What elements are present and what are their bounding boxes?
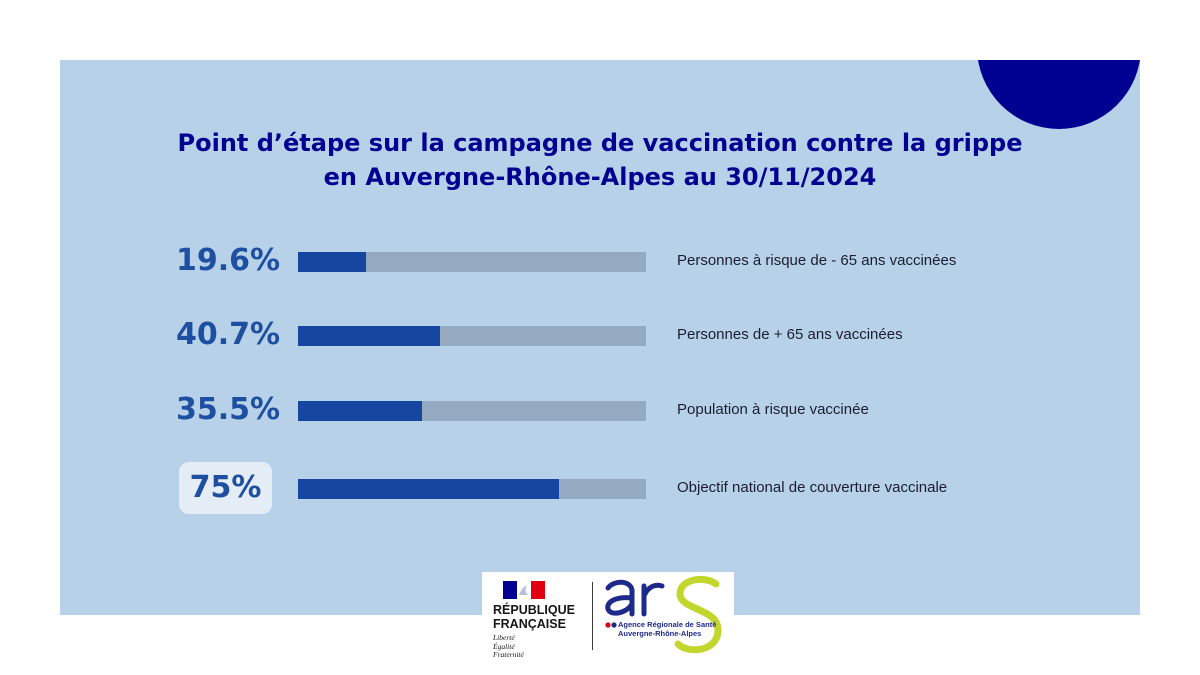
category-label: Personnes de + 65 ans vaccinées [677, 326, 903, 343]
logo-separator [592, 582, 593, 650]
category-label: Personnes à risque de - 65 ans vaccinées [677, 252, 957, 269]
infographic-panel: Point d’étape sur la campagne de vaccina… [60, 60, 1140, 615]
bar-track [298, 252, 646, 272]
ars-subtitle: Agence Régionale de Santé Auvergne-Rhône… [618, 620, 717, 638]
bar-row: 35.5% Population à risque vaccinée [60, 380, 1140, 440]
bar [298, 479, 559, 499]
bar-row: 19.6% Personnes à risque de - 65 ans vacc… [60, 231, 1140, 291]
data-label: 75% [179, 462, 272, 514]
rf-motto: Liberté Égalité Fraternité [493, 633, 524, 659]
title-line-1: Point d’étape sur la campagne de vaccina… [177, 129, 1023, 157]
rf-name: RÉPUBLIQUE FRANÇAISE [493, 603, 575, 631]
category-label: Objectif national de couverture vaccinal… [677, 479, 948, 496]
logos-footer: RÉPUBLIQUE FRANÇAISE Liberté Égalité Fra… [482, 572, 734, 660]
bar [298, 252, 367, 272]
data-label: 40.7% [176, 317, 281, 352]
data-label: 19.6% [176, 243, 281, 278]
bar-track [298, 401, 646, 421]
marianne-flag-icon [503, 581, 545, 599]
bar-row: 40.7% Personnes de + 65 ans vaccinées [60, 305, 1140, 365]
bar-track [298, 326, 646, 346]
category-label: Population à risque vaccinée [677, 401, 869, 418]
bar-row: 75% Objectif national de couverture vacci… [60, 458, 1140, 518]
title-line-2: en Auvergne-Rhône-Alpes au 30/11/2024 [323, 163, 877, 191]
bar [298, 401, 422, 421]
ars-logo [605, 575, 722, 654]
bar-track [298, 479, 646, 499]
data-label: 35.5% [176, 392, 281, 427]
decorative-circle [977, 60, 1140, 129]
chart-title: Point d’étape sur la campagne de vaccina… [60, 126, 1140, 194]
republique-francaise-logo: RÉPUBLIQUE FRANÇAISE Liberté Égalité Fra… [493, 581, 593, 659]
bar [298, 326, 440, 346]
